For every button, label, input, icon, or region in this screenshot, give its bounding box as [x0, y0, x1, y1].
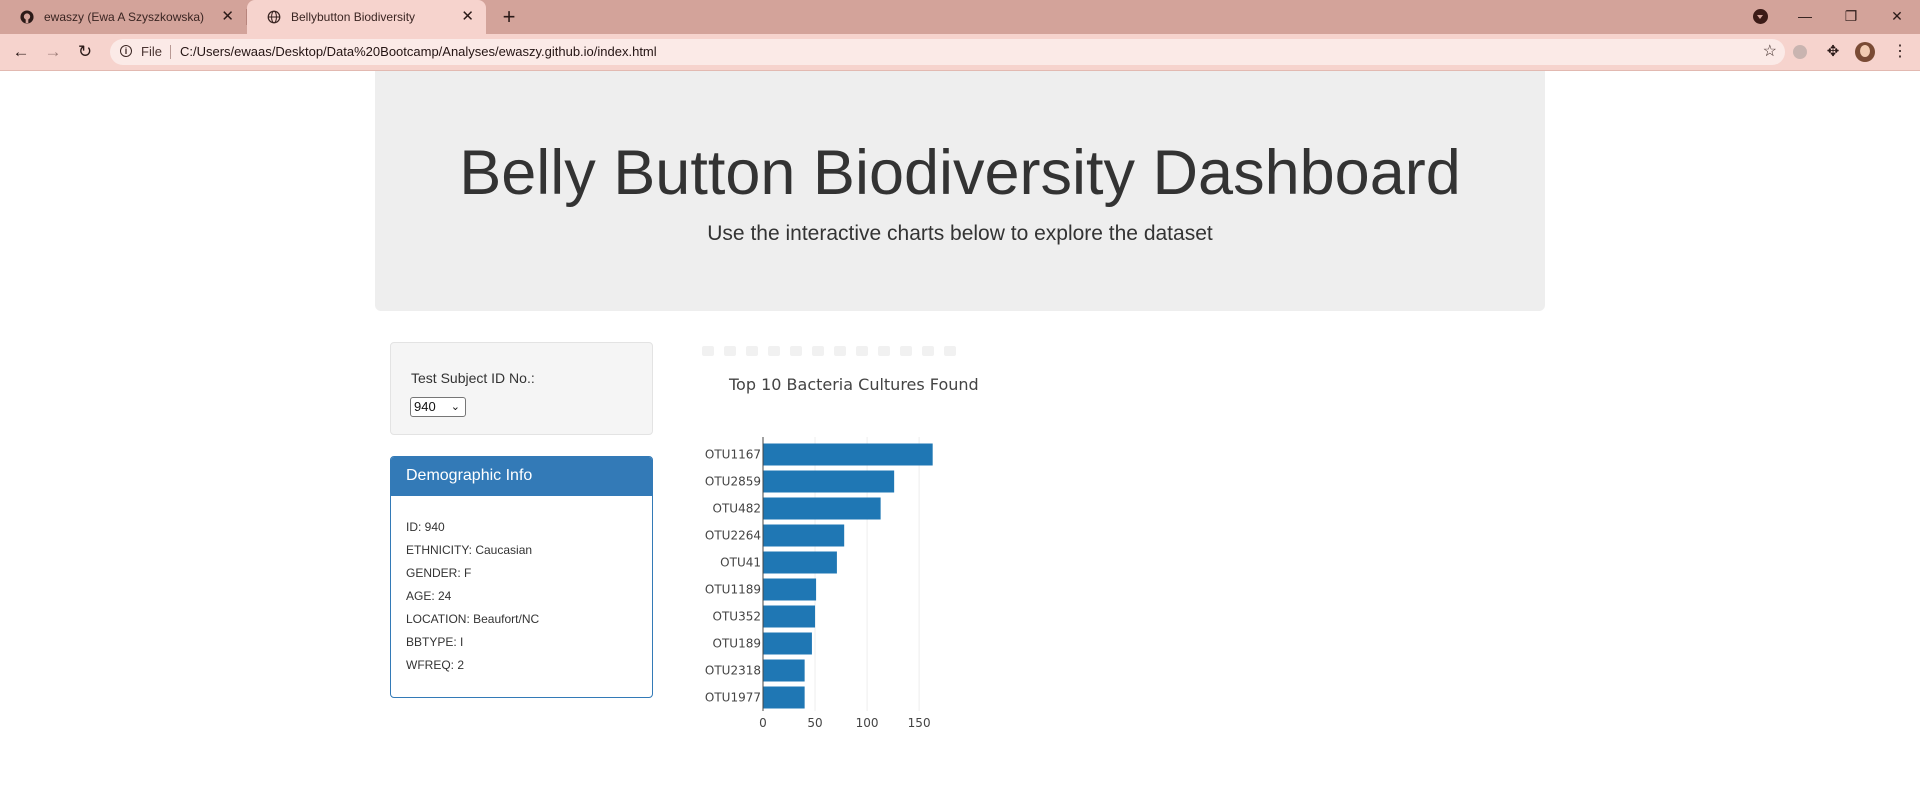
close-tab-icon[interactable]: ✕ [221, 8, 234, 25]
bar-otu1977[interactable] [763, 686, 805, 709]
browser-tab-active[interactable]: Bellybutton Biodiversity ✕ [247, 0, 486, 34]
url-text[interactable]: C:/Users/ewaas/Desktop/Data%20Bootcamp/A… [180, 44, 657, 59]
y-tick-label: OTU2264 [705, 529, 761, 543]
bar-chart[interactable]: Top 10 Bacteria Cultures Found 0 50 100 150… [690, 335, 1110, 735]
demo-row-id: ID: 940 [406, 520, 445, 534]
close-window-icon[interactable]: ✕ [1891, 8, 1903, 24]
back-icon[interactable]: ← [12, 42, 30, 61]
panel-body: ID: 940 ETHNICITY: Caucasian GENDER: F A… [391, 496, 652, 677]
address-divider [170, 45, 171, 59]
demographic-info-panel: Demographic Info ID: 940 ETHNICITY: Cauc… [390, 456, 653, 698]
restore-icon[interactable]: ❐ [1844, 8, 1858, 24]
bar-otu41[interactable] [763, 551, 837, 574]
demo-row-ethnicity: ETHNICITY: Caucasian [406, 543, 533, 557]
bar-otu1167[interactable] [763, 443, 933, 466]
demo-row-gender: GENDER: F [406, 566, 472, 580]
chart-title: Top 10 Bacteria Cultures Found [729, 375, 979, 394]
x-tick-label: 100 [856, 716, 879, 730]
scheme-label: File [141, 44, 162, 59]
address-bar[interactable]: i File C:/Users/ewaas/Desktop/Data%20Boo… [110, 39, 1785, 65]
tab-search-icon[interactable] [1753, 9, 1768, 24]
demo-row-wfreq: WFREQ: 2 [406, 658, 465, 672]
github-icon [20, 10, 34, 24]
y-tick-label: OTU1167 [705, 448, 761, 462]
y-tick-label: OTU1189 [705, 583, 761, 597]
y-tick-label: OTU2859 [705, 475, 761, 489]
y-tick-label: OTU352 [713, 610, 761, 624]
new-tab-button[interactable]: + [502, 4, 516, 29]
bar-otu1189[interactable] [763, 578, 817, 601]
chart-svg: 0 50 100 150 OTU1167 OTU2859 OTU482 OTU2264 OTU4… [705, 437, 933, 730]
y-tick-label: OTU1977 [705, 691, 761, 705]
y-tick-label: OTU482 [713, 502, 761, 516]
extensions-puzzle-icon[interactable]: ✥ [1826, 43, 1840, 60]
demo-row-bbtype: BBTYPE: I [406, 635, 464, 649]
bar-otu2318[interactable] [763, 659, 805, 682]
chevron-down-icon: ⌄ [450, 401, 460, 413]
demo-row-location: LOCATION: Beaufort/NC [406, 612, 540, 626]
bar-otu2859[interactable] [763, 470, 895, 493]
tab-title: ewaszy (Ewa A Szyszkowska) [44, 10, 205, 24]
panel-heading: Demographic Info [391, 457, 652, 496]
y-tick-label: OTU189 [713, 637, 761, 651]
extension-icon[interactable] [1790, 42, 1810, 62]
bar-otu2264[interactable] [763, 524, 845, 547]
browser-toolbar: ← → ↻ i File C:/Users/ewaas/Desktop/Data… [0, 34, 1920, 71]
tab-divider [246, 9, 247, 25]
x-tick-label: 150 [908, 716, 931, 730]
bar-otu352[interactable] [763, 605, 816, 628]
browser-tab-bar: ewaszy (Ewa A Szyszkowska) ✕ Bellybutton… [0, 0, 1920, 34]
tab-title: Bellybutton Biodiversity [291, 10, 416, 24]
y-tick-label: OTU41 [720, 556, 761, 570]
page-title: Belly Button Biodiversity Dashboard [459, 138, 1461, 208]
bar-otu189[interactable] [763, 632, 812, 655]
globe-icon [267, 10, 281, 24]
forward-icon[interactable]: → [44, 42, 62, 61]
page-subtitle: Use the interactive charts below to expl… [707, 222, 1213, 245]
info-icon[interactable]: i [120, 45, 132, 57]
x-tick-label: 50 [807, 716, 822, 730]
selected-value: 940 [414, 399, 436, 414]
selector-label: Test Subject ID No.: [411, 370, 535, 386]
plot-modebar[interactable] [702, 343, 1052, 359]
demo-row-age: AGE: 24 [406, 589, 452, 603]
bar-otu482[interactable] [763, 497, 881, 520]
y-tick-label: OTU2318 [705, 664, 761, 678]
bookmark-star-icon[interactable]: ☆ [1762, 43, 1777, 60]
header-jumbotron: Belly Button Biodiversity Dashboard Use … [375, 71, 1545, 311]
menu-kebab-icon[interactable]: ⋮ [1892, 43, 1908, 60]
subject-selector-well: Test Subject ID No.: 940 ⌄ [390, 342, 653, 435]
x-tick-label: 0 [759, 716, 767, 730]
close-tab-icon[interactable]: ✕ [461, 8, 474, 25]
reload-icon[interactable]: ↻ [77, 42, 93, 61]
subject-id-select[interactable]: 940 ⌄ [410, 397, 466, 417]
minimize-icon[interactable]: — [1798, 8, 1812, 24]
browser-tab-github[interactable]: ewaszy (Ewa A Szyszkowska) ✕ [0, 0, 246, 34]
profile-avatar[interactable] [1855, 42, 1875, 62]
